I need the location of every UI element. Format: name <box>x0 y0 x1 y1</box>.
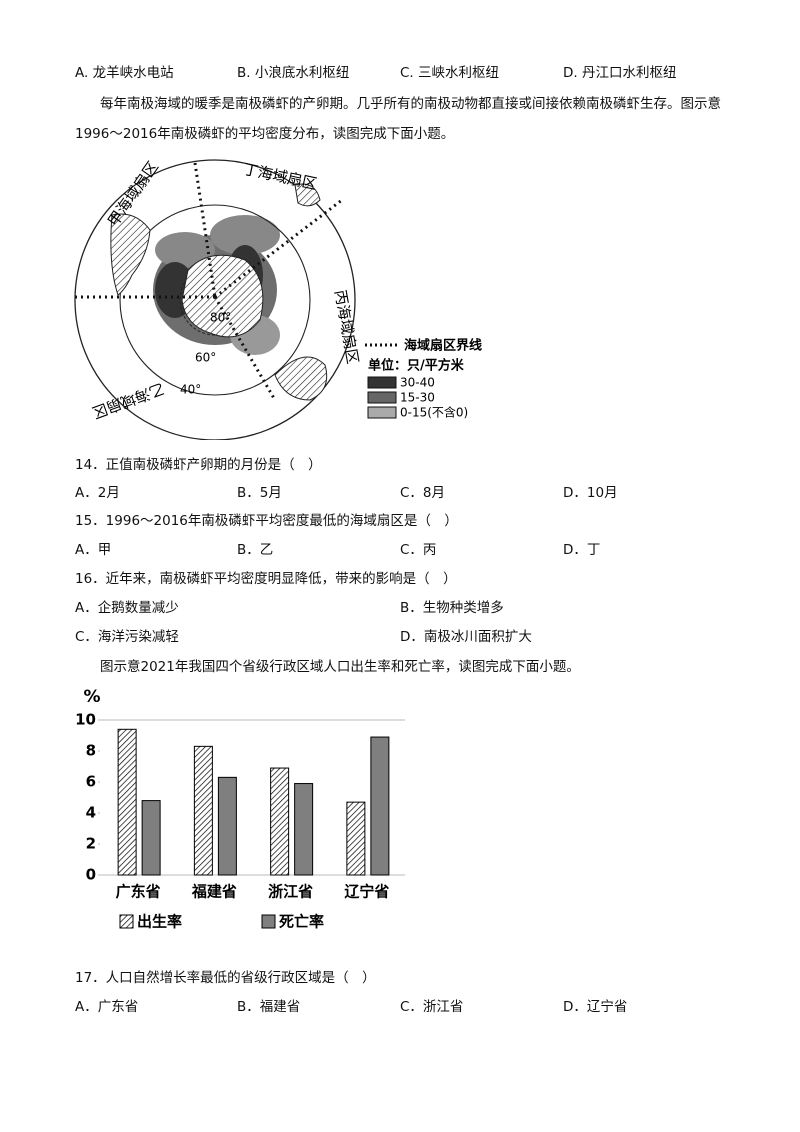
option: D. 丹江口水利枢纽 <box>563 65 677 81</box>
landmass <box>294 183 321 207</box>
option: C．浙江省 <box>400 999 464 1015</box>
y-tick-label: 10 <box>75 711 96 729</box>
y-tick-label: 8 <box>86 742 96 760</box>
bar <box>141 800 161 876</box>
bar <box>294 783 314 876</box>
antarctica <box>181 254 264 338</box>
y-axis-label: % <box>83 687 100 707</box>
landmass <box>274 356 328 401</box>
passage: 图示意2021年我国四个省级行政区域人口出生率和死亡率，读图完成下面小题。 <box>100 659 580 675</box>
legend-swatch <box>367 406 397 419</box>
sector-boundaries <box>75 162 343 401</box>
passage: 每年南极海域的暖季是南极磷虾的产卵期。几乎所有的南极动物都直接或间接依赖南极磷虾… <box>75 96 721 142</box>
option: A．甲 <box>75 542 112 558</box>
bar <box>117 728 137 876</box>
latitude-40 <box>74 159 356 440</box>
legend-label: 15-30 <box>400 391 435 405</box>
landmass <box>110 213 151 296</box>
option: D．丁 <box>563 542 601 558</box>
legend-label: 出生率 <box>137 913 182 931</box>
map-figure: 甲海域扇区 乙海域扇区 丙海域扇区 丁海域扇区 80° 60° 40° 海域扇区… <box>74 158 482 440</box>
latitude-60 <box>119 204 311 396</box>
bar <box>370 736 390 876</box>
sector-label: 丙海域扇区 <box>331 288 362 365</box>
option: C. 三峡水利枢纽 <box>400 65 500 81</box>
x-tick-label: 浙江省 <box>268 883 313 901</box>
option: A. 龙羊峡水电站 <box>75 65 174 81</box>
option: D．10月 <box>563 485 618 501</box>
option: D．南极冰川面积扩大 <box>400 629 532 645</box>
option: A．企鹅数量减少 <box>75 600 179 616</box>
latitude-label: 60° <box>195 351 216 365</box>
y-tick-label: 2 <box>86 835 96 853</box>
legend-label: 30-40 <box>400 376 435 390</box>
legend-swatch <box>261 914 276 929</box>
option: C．丙 <box>400 542 437 558</box>
bar <box>193 745 213 876</box>
legend-swatch <box>367 391 397 404</box>
sector-label: 丁海域扇区 <box>242 160 319 193</box>
x-tick-label: 广东省 <box>116 883 161 901</box>
option: B. 小浪底水利枢纽 <box>237 65 350 81</box>
y-tick-label: 4 <box>86 804 96 822</box>
x-tick-label: 福建省 <box>191 883 237 901</box>
legend-label: 0-15(不含0) <box>400 405 468 420</box>
bar <box>270 767 290 876</box>
bar <box>346 801 366 876</box>
option: A．2月 <box>75 485 120 501</box>
legend-label: 死亡率 <box>279 913 324 931</box>
question-stem: 17．人口自然增长率最低的省级行政区域是（ ） <box>75 970 376 986</box>
latitude-label: 40° <box>180 383 201 397</box>
y-tick-label: 0 <box>86 866 96 884</box>
legend-label: 海域扇区界线 <box>404 338 482 354</box>
question-stem: 14．正值南极磷虾产卵期的月份是（ ） <box>75 457 322 473</box>
question-stem: 16．近年来，南极磷虾平均密度明显降低，带来的影响是（ ） <box>75 571 457 587</box>
sector-label: 乙海域扇区 <box>90 379 167 422</box>
option: C．海洋污染减轻 <box>75 629 179 645</box>
legend-swatch <box>367 376 397 389</box>
legend-swatch <box>119 914 134 929</box>
latitude-label: 80° <box>210 311 231 325</box>
option: B．5月 <box>237 485 282 501</box>
bar <box>217 776 237 876</box>
question-stem: 15．1996～2016年南极磷虾平均密度最低的海域扇区是（ ） <box>75 513 458 529</box>
option: A．广东省 <box>75 999 139 1015</box>
legend-unit: 单位：只/平方米 <box>368 358 465 374</box>
option: B．福建省 <box>237 999 301 1015</box>
option: B．生物种类增多 <box>400 600 504 616</box>
option: B．乙 <box>237 542 274 558</box>
x-tick-label: 辽宁省 <box>344 883 389 901</box>
option: D．辽宁省 <box>563 999 628 1015</box>
y-tick-label: 6 <box>86 773 96 791</box>
option: C．8月 <box>400 485 446 501</box>
